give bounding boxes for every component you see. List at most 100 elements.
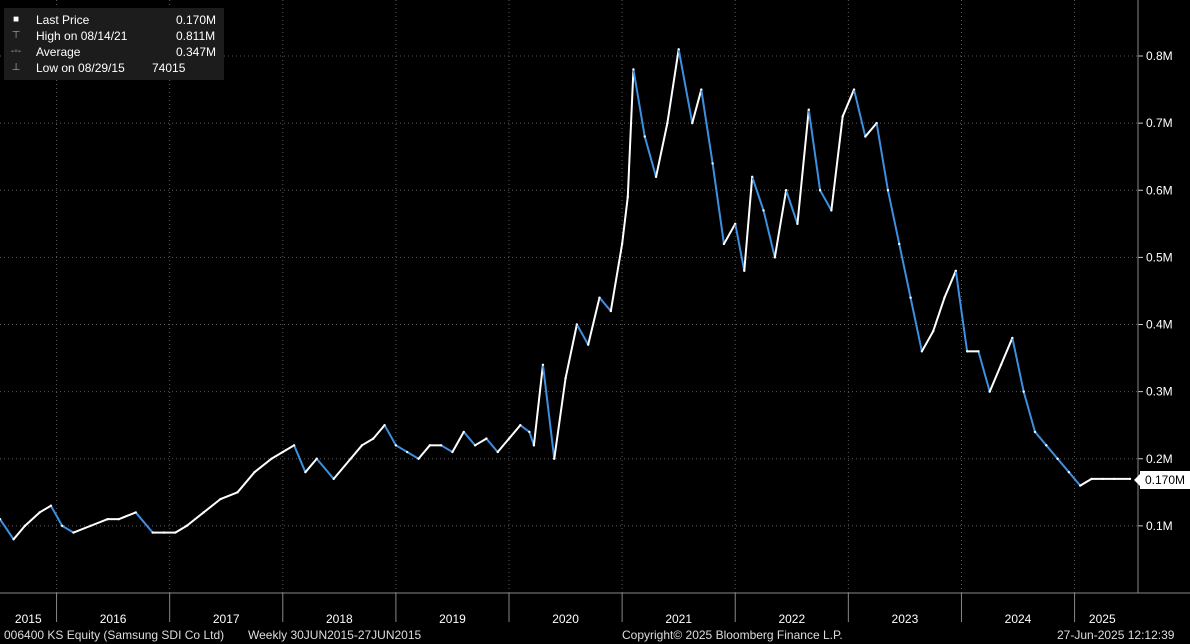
- price-segment: [508, 424, 522, 440]
- price-segment: [50, 505, 64, 527]
- price-point: [304, 470, 307, 474]
- price-segment: [202, 498, 222, 514]
- price-segment: [609, 243, 624, 312]
- price-point: [72, 531, 75, 534]
- price-segment: [24, 511, 41, 527]
- y-tick-label: 0.7M: [1146, 116, 1173, 130]
- price-point: [965, 350, 969, 353]
- price-point: [841, 115, 844, 118]
- price-segment: [1000, 337, 1014, 366]
- legend-average-value: 0.347M: [176, 45, 217, 59]
- price-segment: [898, 243, 912, 298]
- price-point: [796, 222, 799, 226]
- price-point: [700, 88, 703, 91]
- price-point: [988, 390, 991, 393]
- price-segment: [541, 364, 556, 459]
- price-point: [117, 517, 120, 521]
- price-segment: [519, 424, 530, 433]
- price-segment: [864, 122, 878, 138]
- x-tick-label: 2021: [665, 612, 692, 626]
- price-point: [575, 323, 579, 326]
- y-tick-label: 0.2M: [1146, 452, 1173, 466]
- price-segment: [711, 163, 725, 245]
- price-segment: [383, 424, 397, 446]
- price-point: [1079, 484, 1082, 487]
- price-segment: [723, 223, 737, 245]
- legend-row-average[interactable]: -◦- Average 0.347M: [4, 44, 224, 60]
- price-segment: [632, 69, 646, 137]
- price-point: [734, 222, 737, 226]
- price-segment: [762, 210, 776, 258]
- price-point: [954, 269, 958, 272]
- price-segment: [315, 458, 335, 480]
- legend-row-high[interactable]: ⊤ High on 08/14/21 0.811M: [4, 28, 224, 44]
- x-tick-label: 2023: [892, 612, 919, 626]
- price-segment: [349, 444, 363, 460]
- price-point: [1045, 444, 1048, 447]
- price-segment: [909, 297, 923, 352]
- x-axis: 2015 2016 2017 2018 2019 2020 2021 2022 2023 2024…: [0, 592, 1190, 626]
- price-segment: [677, 49, 694, 124]
- price-point: [1056, 457, 1059, 460]
- price-point: [751, 175, 754, 179]
- price-segment: [118, 511, 137, 521]
- price-point: [1067, 470, 1071, 474]
- price-segment: [236, 471, 256, 493]
- price-segment: [564, 324, 578, 379]
- legend-row-last-price[interactable]: ■ Last Price 0.170M: [4, 12, 224, 28]
- price-point: [151, 531, 154, 534]
- chart-grid: [0, 0, 1138, 593]
- legend-row-low[interactable]: ⊥ Low on 08/29/15 74015: [4, 60, 224, 76]
- y-tick-label: 0.5M: [1146, 250, 1173, 264]
- price-point: [253, 470, 256, 474]
- price-point: [236, 491, 239, 494]
- price-segment: [785, 189, 799, 225]
- price-segment: [587, 297, 601, 345]
- price-point: [332, 477, 335, 481]
- price-point: [360, 444, 364, 447]
- price-point: [920, 350, 924, 353]
- price-segment: [406, 451, 420, 460]
- price-point: [292, 444, 296, 447]
- price-point: [462, 430, 465, 434]
- price-segment: [977, 351, 991, 392]
- price-segment: [220, 491, 238, 500]
- high-marker-icon: ⊤: [11, 30, 21, 41]
- price-point: [643, 135, 646, 138]
- price-point: [372, 437, 375, 440]
- price-point: [202, 511, 205, 514]
- price-segment: [621, 196, 629, 245]
- price-segment: [932, 297, 946, 332]
- price-point: [49, 504, 53, 507]
- price-point: [691, 121, 694, 125]
- price-point: [270, 457, 273, 460]
- average-marker-icon: -◦-: [10, 46, 22, 57]
- price-point: [931, 330, 935, 333]
- price-point: [852, 88, 856, 91]
- price-point: [541, 363, 545, 366]
- price-point: [1033, 430, 1037, 434]
- price-point: [1022, 390, 1025, 393]
- price-segment: [626, 69, 635, 198]
- legend-high-label: High on 08/14/21: [36, 29, 128, 43]
- price-segment: [61, 525, 75, 534]
- legend-low-value: 74015: [152, 61, 186, 75]
- price-point: [722, 242, 726, 246]
- footer-copyright: Copyright© 2025 Bloomberg Finance L.P.: [622, 628, 843, 642]
- price-point: [532, 444, 536, 447]
- price-segment: [1011, 337, 1025, 392]
- price-segment: [643, 136, 658, 178]
- price-segment: [174, 525, 188, 534]
- price-point: [473, 444, 477, 447]
- price-segment: [496, 437, 510, 453]
- x-tick-label: 2022: [778, 612, 805, 626]
- price-point: [762, 209, 765, 212]
- legend-high-value: 0.811M: [176, 29, 216, 43]
- x-tick-label: 2016: [100, 612, 127, 626]
- price-segment: [830, 116, 844, 211]
- price-segment: [186, 511, 205, 527]
- price-point: [1101, 477, 1105, 481]
- x-tick-label: 2017: [213, 612, 240, 626]
- price-segment: [988, 364, 1002, 393]
